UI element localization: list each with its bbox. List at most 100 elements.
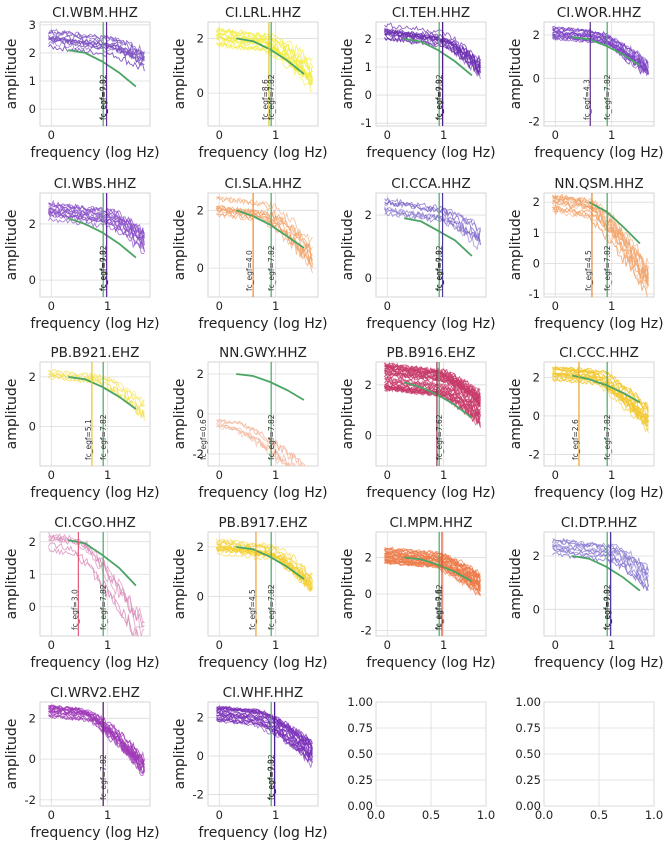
- spectra-series: [552, 362, 649, 466]
- reference-curve: [68, 49, 137, 88]
- y-tick-label: 0: [29, 752, 36, 766]
- y-axis-label: amplitude: [172, 39, 188, 110]
- spectrum-line: [384, 200, 481, 245]
- spectrum-line: [384, 36, 481, 76]
- y-tick-label: 1: [365, 60, 372, 74]
- egf-marker-label: fc_egf=7.82: [603, 245, 612, 291]
- spectrum-line: [384, 368, 481, 407]
- spectrum-line: [552, 372, 649, 424]
- y-tick-label: 0.50: [515, 747, 541, 761]
- y-axis-label: amplitude: [340, 210, 356, 281]
- spectrum-line: [48, 705, 145, 766]
- y-tick-label: 2: [197, 540, 204, 554]
- x-tick-label: 0: [552, 638, 559, 652]
- fc-marker-label: fc_egf=5.1: [84, 419, 93, 460]
- reference-curve: [236, 37, 305, 75]
- spectrum-line: [552, 543, 649, 582]
- panel-title: CI.WOR.HHZ: [557, 5, 641, 21]
- x-axis-label: frequency (log Hz): [534, 655, 663, 671]
- panel-5: 0 1 0 2 CI.WBS.HHZ frequency (log Hz) amplitud…: [4, 176, 160, 332]
- spectrum-line: [216, 419, 304, 466]
- y-tick-label: 2: [533, 549, 540, 563]
- egf-marker-label: fc_egf=7.82: [435, 584, 444, 630]
- panel-3: 0 1 -1 0 1 2 CI.TEH.HHZ frequency (log Hz) ampli…: [340, 5, 496, 161]
- panel-title: PB.B921.EHZ: [51, 345, 140, 361]
- spectrum-line: [48, 29, 145, 55]
- reference-curve: [236, 373, 305, 401]
- spectrum-line: [384, 210, 481, 246]
- y-tick-label: 1.00: [515, 695, 541, 709]
- y-tick-label: 2: [365, 32, 372, 46]
- panel-title: CI.CGO.HHZ: [54, 515, 136, 531]
- reference-curve: [404, 38, 473, 77]
- spectrum-line: [48, 210, 145, 253]
- x-tick-label: 0.5: [590, 808, 608, 822]
- y-tick-label: 0.25: [347, 773, 373, 787]
- y-axis-label: amplitude: [4, 39, 20, 110]
- panel-title: CI.WRV2.EHZ: [50, 685, 140, 701]
- x-tick-label: 1: [272, 299, 279, 313]
- spectrum-line: [216, 31, 313, 72]
- panel-17: 0 1 -2 0 2 CI.WRV2.EHZ frequency (log Hz) ampli…: [4, 685, 160, 841]
- y-tick-label: 2: [533, 195, 540, 209]
- y-tick-label: 0: [365, 587, 372, 601]
- x-tick-label: 0: [216, 128, 223, 142]
- y-tick-label: 0.75: [347, 721, 373, 735]
- spectra-series: [48, 532, 145, 636]
- spectrum-line: [216, 714, 313, 756]
- egf-marker-label: fc_egf=7.82: [435, 245, 444, 291]
- panel-6: 0 1 0 2 CI.SLA.HHZ frequency (log Hz) amplitud…: [172, 176, 328, 332]
- spectrum-line: [384, 29, 481, 75]
- x-tick-label: 0: [48, 638, 55, 652]
- spectrum-line: [216, 707, 313, 746]
- y-axis-label: amplitude: [508, 210, 524, 281]
- spectrum-line: [216, 423, 288, 466]
- spectra-series: [216, 22, 313, 126]
- x-tick-label: 1: [440, 128, 447, 142]
- spectrum-line: [552, 194, 649, 281]
- y-tick-label: 2: [29, 217, 36, 231]
- fc-marker-label: fc_egf=4.3: [582, 79, 591, 120]
- spectrum-line: [48, 36, 145, 63]
- y-tick-label: 0: [29, 273, 36, 287]
- x-tick-label: 0: [552, 128, 559, 142]
- x-tick-label: 1.0: [477, 808, 495, 822]
- x-tick-label: 1: [104, 299, 111, 313]
- egf-marker-label: fc_egf=7.82: [267, 74, 276, 120]
- panel-title: CI.DTP.HHZ: [561, 515, 637, 531]
- spectrum-line: [216, 206, 313, 268]
- spectrum-line: [384, 547, 481, 578]
- y-axis-label: amplitude: [508, 379, 524, 450]
- x-tick-label: 0: [48, 128, 55, 142]
- spectra-series: [552, 193, 649, 297]
- y-tick-label: 0: [29, 102, 36, 116]
- x-axis-label: frequency (log Hz): [534, 145, 663, 161]
- y-tick-label: 1: [29, 74, 36, 88]
- panel-title: CI.MPM.HHZ: [390, 515, 473, 531]
- spectrum-line: [216, 541, 313, 593]
- egf-marker-label: fc_egf=7.82: [99, 74, 108, 120]
- x-tick-label: 0.0: [367, 808, 385, 822]
- y-tick-label: -1: [361, 116, 372, 130]
- spectra-series: [48, 193, 145, 297]
- x-tick-label: 1: [440, 638, 447, 652]
- panel-11: 0 1 0 2 PB.B916.EHZ frequency (log Hz) amplitu…: [340, 345, 496, 501]
- fc-marker-label: fc_egf=4.5: [584, 250, 593, 291]
- reference-curve: [68, 376, 137, 410]
- reference-curve: [572, 36, 641, 67]
- x-axis-label: frequency (log Hz): [198, 316, 327, 332]
- panel-9: 0 1 0 2 PB.B921.EHZ frequency (log Hz) amplitu…: [4, 345, 160, 501]
- egf-marker-label: fc_egf=7.82: [267, 414, 276, 460]
- spectrum-line: [48, 536, 145, 628]
- y-tick-label: -2: [361, 624, 372, 638]
- y-axis-label: amplitude: [172, 210, 188, 281]
- spectrum-line: [384, 29, 481, 74]
- plot-area: [207, 192, 319, 298]
- y-tick-label: 0: [365, 88, 372, 102]
- x-tick-label: 0: [384, 638, 391, 652]
- x-axis-label: frequency (log Hz): [30, 485, 159, 501]
- y-axis-label: amplitude: [4, 549, 20, 620]
- panel-15: 0 1 -2 0 2 CI.MPM.HHZ frequency (log Hz) amplit…: [340, 515, 496, 671]
- fc-marker-label: fc_egf=9.6: [434, 589, 443, 630]
- y-tick-label: 0: [365, 429, 372, 443]
